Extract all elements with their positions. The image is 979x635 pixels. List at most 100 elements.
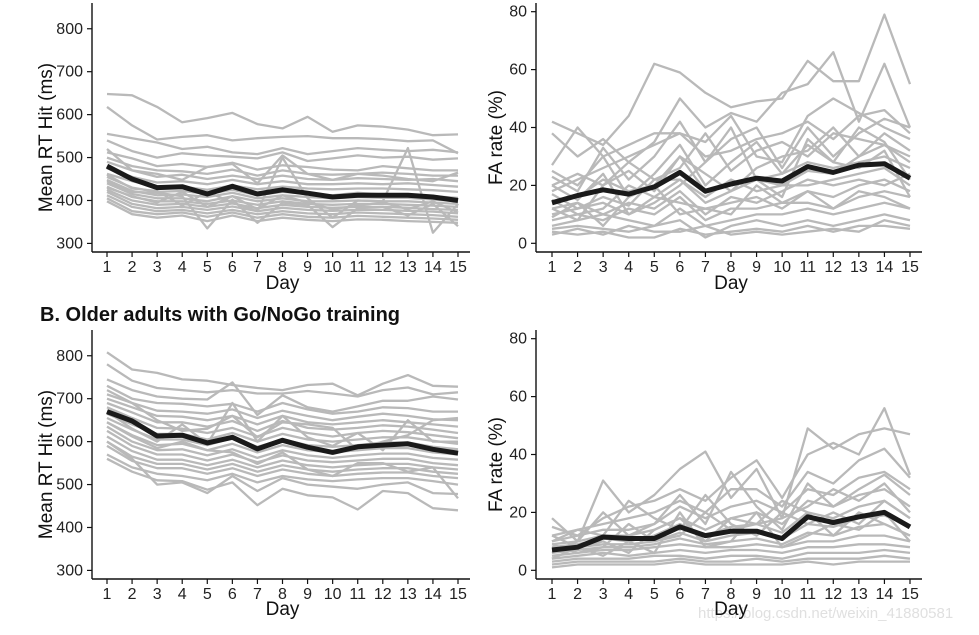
mean-line bbox=[551, 509, 912, 553]
x-tick-label: 8 bbox=[727, 586, 736, 603]
y-tick-label: 60 bbox=[509, 389, 527, 406]
y-tick-label: 500 bbox=[56, 477, 83, 494]
individual-line-s12 bbox=[551, 554, 911, 566]
x-tick-label: 12 bbox=[824, 586, 842, 603]
y-tick-label: 800 bbox=[56, 21, 83, 38]
watermark: https://blog.csdn.net/weixin_41880581 bbox=[698, 605, 953, 622]
y-axis-label: Mean RT Hit (ms) bbox=[36, 390, 57, 539]
y-tick-label: 600 bbox=[56, 107, 83, 124]
individual-line-s10 bbox=[551, 543, 911, 560]
mean-line bbox=[105, 163, 459, 203]
x-tick-label: 5 bbox=[203, 586, 212, 603]
x-tick-label: 7 bbox=[253, 259, 262, 276]
individual-line-s22 bbox=[106, 440, 459, 496]
x-tick-label: 15 bbox=[901, 259, 919, 276]
individual-line-s1 bbox=[106, 351, 459, 397]
y-tick-label: 0 bbox=[518, 562, 527, 579]
individual-line-s3 bbox=[106, 378, 459, 417]
x-tick-label: 15 bbox=[449, 586, 467, 603]
x-tick-label: 14 bbox=[876, 586, 894, 603]
individual-line-s3 bbox=[106, 132, 459, 156]
x-tick-label: 3 bbox=[599, 259, 608, 276]
x-tick-label: 4 bbox=[624, 586, 633, 603]
individual-line-s1 bbox=[551, 427, 911, 543]
individual-line-s7 bbox=[106, 401, 459, 435]
x-tick-label: 1 bbox=[548, 586, 557, 603]
y-tick-label: 0 bbox=[518, 235, 527, 252]
individual-line-s20 bbox=[106, 146, 459, 234]
x-axis-label: Day bbox=[266, 273, 300, 294]
y-axis-label: FA rate (%) bbox=[486, 90, 507, 185]
individual-line-s16 bbox=[551, 482, 911, 555]
x-tick-label: 7 bbox=[253, 586, 262, 603]
x-tick-label: 9 bbox=[752, 259, 761, 276]
individual-line-s16 bbox=[106, 444, 459, 480]
individual-line-s13 bbox=[106, 429, 459, 467]
individual-line-s14 bbox=[551, 219, 911, 236]
x-tick-label: 12 bbox=[374, 586, 392, 603]
individual-line-s2 bbox=[106, 363, 459, 398]
y-tick-label: 40 bbox=[509, 120, 527, 137]
x-tick-label: 9 bbox=[303, 586, 312, 603]
x-tick-label: 8 bbox=[278, 586, 287, 603]
y-tick-label: 700 bbox=[56, 391, 83, 408]
individual-line-s1 bbox=[106, 92, 459, 137]
x-axis-label: Day bbox=[714, 273, 748, 294]
individual-line-s17 bbox=[106, 197, 459, 221]
individual-line-s22 bbox=[106, 186, 459, 214]
individual-line-s11 bbox=[551, 548, 911, 563]
x-tick-label: 12 bbox=[374, 259, 392, 276]
individual-line-s18 bbox=[106, 200, 459, 224]
x-tick-label: 2 bbox=[573, 586, 582, 603]
individual-line-s20 bbox=[106, 389, 459, 452]
individual-line-s4 bbox=[551, 117, 911, 193]
y-tick-label: 20 bbox=[509, 504, 527, 521]
x-tick-label: 3 bbox=[153, 586, 162, 603]
x-tick-label: 5 bbox=[650, 586, 659, 603]
individual-line-s2 bbox=[551, 51, 912, 164]
x-tick-label: 6 bbox=[228, 259, 237, 276]
x-tick-label: 1 bbox=[103, 259, 112, 276]
x-tick-label: 13 bbox=[399, 259, 417, 276]
y-tick-label: 400 bbox=[56, 192, 83, 209]
individual-line-s3 bbox=[551, 97, 911, 166]
x-tick-label: 1 bbox=[103, 586, 112, 603]
y-tick-label: 500 bbox=[56, 150, 83, 167]
x-tick-label: 12 bbox=[824, 259, 842, 276]
individual-line-s1 bbox=[551, 13, 912, 147]
individual-line-s19 bbox=[106, 421, 459, 500]
y-tick-label: 40 bbox=[509, 447, 527, 464]
x-tick-label: 11 bbox=[349, 259, 366, 276]
x-tick-label: 15 bbox=[901, 586, 919, 603]
mean-line bbox=[106, 409, 459, 456]
individual-line-s8 bbox=[106, 167, 459, 188]
x-tick-label: 7 bbox=[701, 259, 710, 276]
x-tick-label: 9 bbox=[752, 586, 761, 603]
y-tick-label: 80 bbox=[509, 4, 527, 21]
y-tick-label: 300 bbox=[56, 235, 83, 252]
individual-line-s18 bbox=[551, 166, 911, 216]
individual-line-s18 bbox=[106, 457, 459, 512]
individual-line-s16 bbox=[551, 108, 911, 193]
individual-line-s17 bbox=[551, 126, 911, 222]
y-tick-label: 400 bbox=[56, 519, 83, 536]
x-tick-label: 7 bbox=[701, 586, 710, 603]
individual-line-s4 bbox=[551, 470, 911, 543]
individual-line-s5 bbox=[106, 393, 459, 422]
y-tick-label: 700 bbox=[56, 64, 83, 81]
individual-line-s15 bbox=[106, 190, 459, 215]
x-tick-label: 13 bbox=[399, 586, 417, 603]
x-tick-label: 6 bbox=[228, 586, 237, 603]
individual-line-s13 bbox=[551, 560, 910, 569]
x-tick-label: 14 bbox=[876, 259, 894, 276]
x-tick-label: 10 bbox=[773, 259, 791, 276]
x-tick-label: 6 bbox=[675, 259, 684, 276]
individual-line-s13 bbox=[106, 185, 459, 209]
individual-line-s16 bbox=[106, 194, 459, 218]
x-tick-label: 4 bbox=[178, 586, 187, 603]
individual-line-s4 bbox=[106, 139, 459, 163]
x-tick-label: 5 bbox=[650, 259, 659, 276]
